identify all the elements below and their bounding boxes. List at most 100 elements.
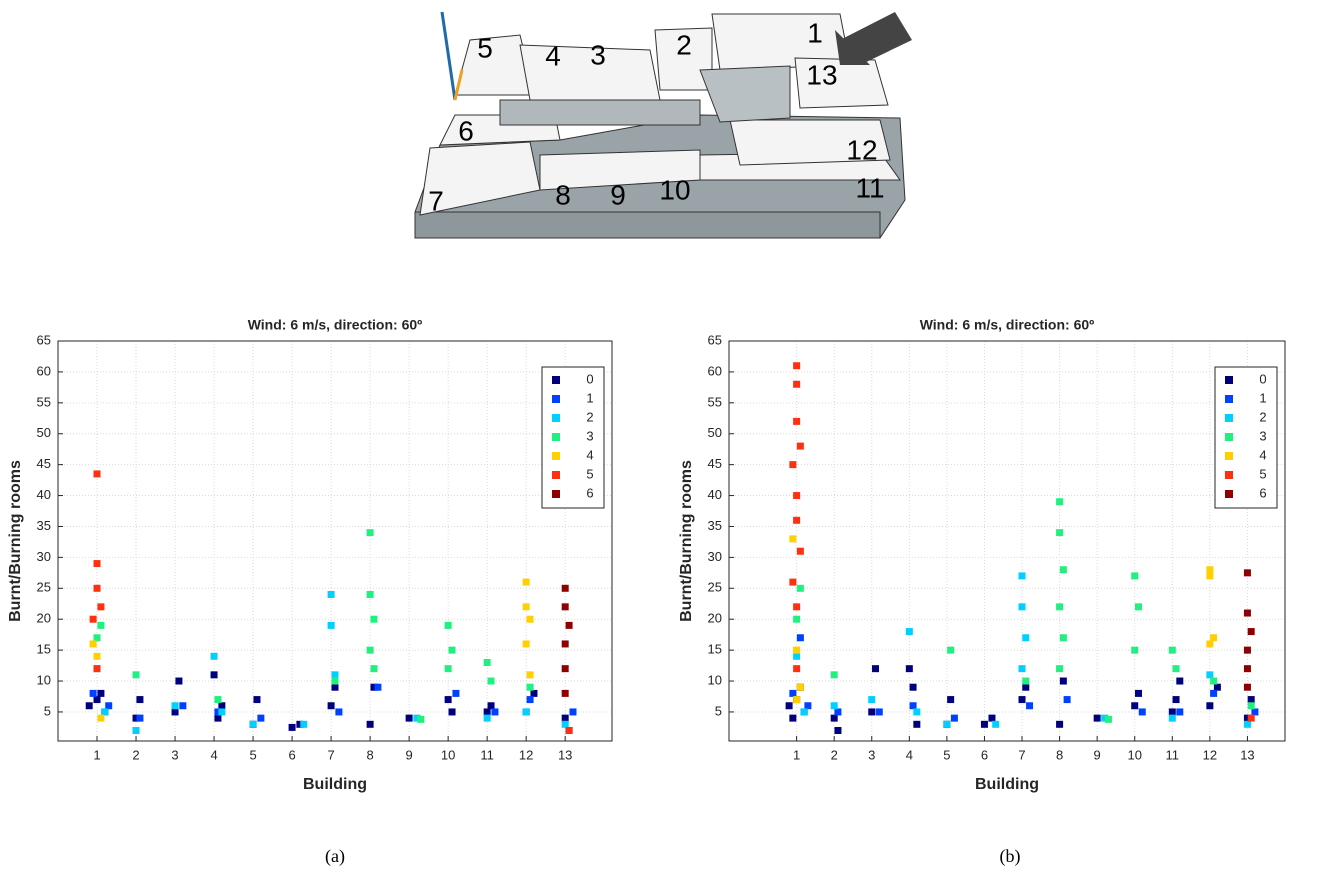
legend-label: 2 — [586, 409, 593, 424]
legend-marker — [552, 414, 560, 422]
point — [801, 708, 808, 715]
point — [1244, 665, 1251, 672]
y-tick-label: 35 — [37, 518, 51, 533]
x-tick-label: 5 — [249, 747, 256, 762]
x-tick-label: 2 — [132, 747, 139, 762]
building-label: 3 — [590, 39, 606, 70]
x-tick-label: 11 — [480, 747, 494, 762]
panel-label: (a) — [325, 846, 345, 867]
point — [797, 548, 804, 555]
point — [1210, 678, 1217, 685]
point — [789, 535, 796, 542]
y-tick-label: 55 — [37, 394, 51, 409]
legend-label: 3 — [586, 428, 593, 443]
x-tick-label: 7 — [327, 747, 334, 762]
point — [913, 721, 920, 728]
x-axis-label: Building — [303, 776, 367, 793]
point — [1131, 647, 1138, 654]
point — [523, 579, 530, 586]
point — [527, 684, 534, 691]
legend-label: 1 — [586, 390, 593, 405]
y-tick-label: 65 — [37, 332, 51, 347]
point — [253, 696, 260, 703]
point — [1244, 610, 1251, 617]
point — [218, 708, 225, 715]
point — [1022, 634, 1029, 641]
point — [1248, 715, 1255, 722]
point — [1060, 678, 1067, 685]
point — [793, 418, 800, 425]
legend-label: 0 — [586, 371, 593, 386]
legend-marker — [1225, 376, 1233, 384]
point — [562, 640, 569, 647]
building-label: 10 — [659, 174, 690, 205]
x-tick-label: 13 — [558, 747, 572, 762]
legend-label: 5 — [1259, 466, 1266, 481]
y-tick-label: 5 — [715, 703, 722, 718]
building-label: 12 — [846, 134, 877, 165]
point — [793, 616, 800, 623]
point — [562, 585, 569, 592]
point — [569, 708, 576, 715]
y-tick-label: 20 — [37, 611, 51, 626]
point — [1206, 640, 1213, 647]
building-label: 11 — [855, 172, 884, 203]
point — [562, 715, 569, 722]
point — [1169, 715, 1176, 722]
point — [214, 696, 221, 703]
point — [562, 665, 569, 672]
point — [332, 671, 339, 678]
point — [94, 560, 101, 567]
point — [797, 684, 804, 691]
point — [484, 708, 491, 715]
point — [94, 653, 101, 660]
point — [328, 702, 335, 709]
legend-marker — [552, 395, 560, 403]
building-label: 5 — [477, 32, 493, 63]
legend-label: 4 — [1259, 447, 1266, 462]
y-tick-label: 50 — [708, 425, 722, 440]
point — [1056, 603, 1063, 610]
x-tick-label: 8 — [366, 747, 373, 762]
legend-marker — [552, 471, 560, 479]
point — [527, 696, 534, 703]
point — [793, 381, 800, 388]
x-tick-label: 10 — [1127, 747, 1141, 762]
point — [523, 640, 530, 647]
x-tick-label: 11 — [1166, 747, 1180, 762]
legend-label: 6 — [1259, 485, 1266, 500]
point — [1139, 708, 1146, 715]
building-label: 9 — [610, 179, 626, 210]
point — [488, 678, 495, 685]
point — [332, 678, 339, 685]
point — [94, 665, 101, 672]
point — [793, 696, 800, 703]
point — [906, 665, 913, 672]
point — [449, 708, 456, 715]
point — [793, 362, 800, 369]
point — [101, 708, 108, 715]
point — [1176, 678, 1183, 685]
point — [445, 665, 452, 672]
point — [332, 684, 339, 691]
point — [1206, 572, 1213, 579]
y-tick-label: 45 — [708, 456, 722, 471]
point — [371, 665, 378, 672]
point — [910, 702, 917, 709]
point — [1135, 690, 1142, 697]
point — [406, 715, 413, 722]
point — [1056, 665, 1063, 672]
point — [1135, 603, 1142, 610]
point — [947, 647, 954, 654]
point — [831, 671, 838, 678]
point — [562, 603, 569, 610]
point — [97, 622, 104, 629]
point — [789, 461, 796, 468]
y-tick-label: 15 — [708, 642, 722, 657]
point — [367, 721, 374, 728]
legend-label: 6 — [586, 485, 593, 500]
point — [1206, 702, 1213, 709]
y-tick-label: 50 — [37, 425, 51, 440]
point — [94, 470, 101, 477]
point — [943, 721, 950, 728]
